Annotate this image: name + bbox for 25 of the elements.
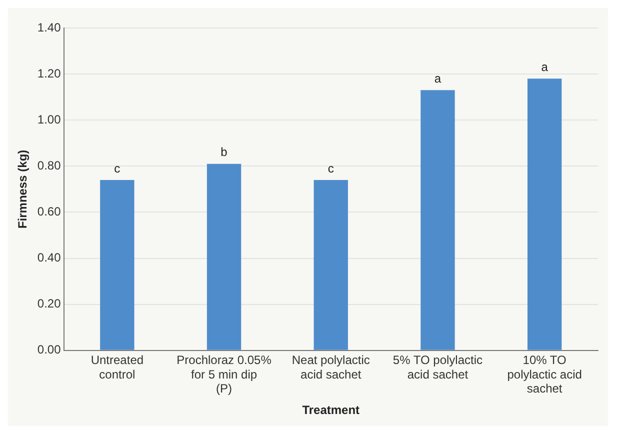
- bar: [100, 180, 134, 350]
- x-tick-label: Neat polylactic acid sachet: [292, 352, 370, 382]
- annotation: c: [328, 161, 334, 176]
- y-tick-label: 1.40: [37, 20, 62, 34]
- annotation: c: [114, 161, 120, 176]
- bar: [527, 78, 562, 350]
- y-tick-label: 1.00: [37, 112, 62, 126]
- y-tick-label: 0.80: [37, 158, 62, 172]
- x-axis-title: Treatment: [302, 403, 360, 418]
- y-tick-label: 0.60: [37, 204, 62, 219]
- bar: [314, 180, 348, 350]
- y-tick-label: 0.00: [37, 342, 62, 357]
- y-axis-title: Firmness (kg): [16, 150, 30, 229]
- annotation: a: [541, 60, 548, 74]
- bar: [420, 90, 455, 350]
- bar: [206, 164, 242, 350]
- x-tick-label: Prochloraz 0.05% for 5 min dip (P): [176, 352, 272, 396]
- x-tick-label: Untreated control: [90, 352, 144, 382]
- x-tick-label: 10% TO polylactic acid sachet: [507, 352, 582, 396]
- annotation: b: [220, 145, 228, 160]
- y-tick-label: 1.20: [37, 66, 62, 80]
- y-tick-label: 0.20: [37, 296, 62, 311]
- x-tick-label: 5% TO polylactic acid sachet: [392, 352, 483, 382]
- annotation: a: [434, 71, 442, 86]
- y-tick-label: 0.40: [37, 250, 62, 265]
